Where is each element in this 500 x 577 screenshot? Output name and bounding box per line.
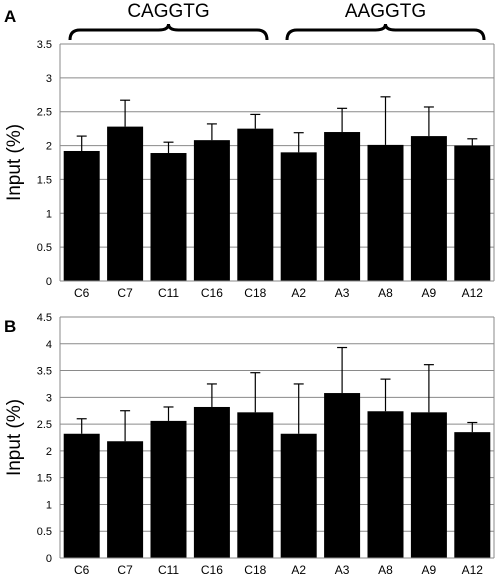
y-tick-label: 4 xyxy=(46,339,52,351)
bar-c11 xyxy=(150,153,187,281)
x-tick-label: C18 xyxy=(244,563,266,577)
panel-label: A xyxy=(4,7,16,26)
y-tick-label: 1.5 xyxy=(37,473,52,485)
bar-c18 xyxy=(237,412,274,558)
y-tick-label: 4.5 xyxy=(37,312,52,324)
y-tick-label: 3 xyxy=(46,392,52,404)
group-bracket xyxy=(68,23,269,41)
bar-a12 xyxy=(454,432,491,558)
y-tick-label: 0 xyxy=(46,276,52,288)
bar-c11 xyxy=(150,420,187,558)
y-tick-label: 0.5 xyxy=(37,242,52,254)
x-tick-label: C16 xyxy=(201,286,223,300)
bar-a2 xyxy=(280,152,317,281)
bar-c16 xyxy=(193,140,230,281)
x-tick-label: A3 xyxy=(335,563,350,577)
x-tick-label: C7 xyxy=(117,563,133,577)
bar-a8 xyxy=(367,411,404,558)
bar-c7 xyxy=(107,126,144,282)
x-tick-label: C6 xyxy=(74,286,90,300)
y-tick-label: 3 xyxy=(46,73,52,85)
panel-label: B xyxy=(4,317,16,336)
y-axis-label: Input (%) xyxy=(4,399,25,476)
bar-a2 xyxy=(280,433,317,558)
bar-c7 xyxy=(107,441,144,558)
bar-a8 xyxy=(367,144,404,281)
bar-a3 xyxy=(324,393,361,558)
y-tick-label: 3.5 xyxy=(37,39,52,51)
x-tick-label: A9 xyxy=(422,563,437,577)
y-tick-label: 0 xyxy=(46,553,52,565)
y-axis-label: Input (%) xyxy=(4,124,25,201)
x-tick-label: A8 xyxy=(378,563,393,577)
y-tick-label: 1 xyxy=(46,499,52,511)
x-tick-label: C11 xyxy=(158,286,179,300)
bar-a12 xyxy=(454,145,491,281)
x-tick-label: C7 xyxy=(117,286,133,300)
chart-panel-b: B 0 0.5 1 1.5 2 2.5 3 3.5 4 4.5 Input (%) C6 C7 C11 C16… xyxy=(4,312,495,577)
y-tick-label: 1.5 xyxy=(37,174,52,186)
bar-a3 xyxy=(324,132,361,281)
y-tick-label: 0.5 xyxy=(37,526,52,538)
x-tick-label: A2 xyxy=(291,286,306,300)
group-label: AAGGTG xyxy=(345,1,426,22)
group-label: CAGGTG xyxy=(127,1,209,22)
x-tick-label: A9 xyxy=(422,286,437,300)
y-tick-label: 1 xyxy=(46,208,52,220)
x-tick-label: C18 xyxy=(244,286,266,300)
x-tick-label: A8 xyxy=(378,286,393,300)
bar-a9 xyxy=(410,412,447,558)
x-tick-label: C6 xyxy=(74,563,90,577)
bar-a9 xyxy=(410,136,447,281)
x-tick-label: C16 xyxy=(201,563,223,577)
bar-c18 xyxy=(237,128,274,281)
chart-panel-a: A 0 0.5 1 1.5 2 2.5 3 3.5 Input (%) C6 C7 C11 C16 C18 A… xyxy=(4,1,495,300)
bar-c16 xyxy=(193,406,230,558)
x-tick-label: A12 xyxy=(462,563,484,577)
y-tick-label: 2 xyxy=(46,446,52,458)
x-tick-label: C11 xyxy=(158,563,179,577)
bar-c6 xyxy=(63,433,100,558)
bar-c6 xyxy=(63,150,100,281)
y-tick-label: 3.5 xyxy=(37,366,52,378)
y-tick-label: 2.5 xyxy=(37,107,52,119)
y-tick-label: 2 xyxy=(46,141,52,153)
x-tick-label: A12 xyxy=(462,286,484,300)
x-tick-label: A3 xyxy=(335,286,350,300)
y-tick-label: 2.5 xyxy=(37,419,52,431)
group-bracket xyxy=(285,23,486,41)
x-tick-label: A2 xyxy=(291,563,306,577)
